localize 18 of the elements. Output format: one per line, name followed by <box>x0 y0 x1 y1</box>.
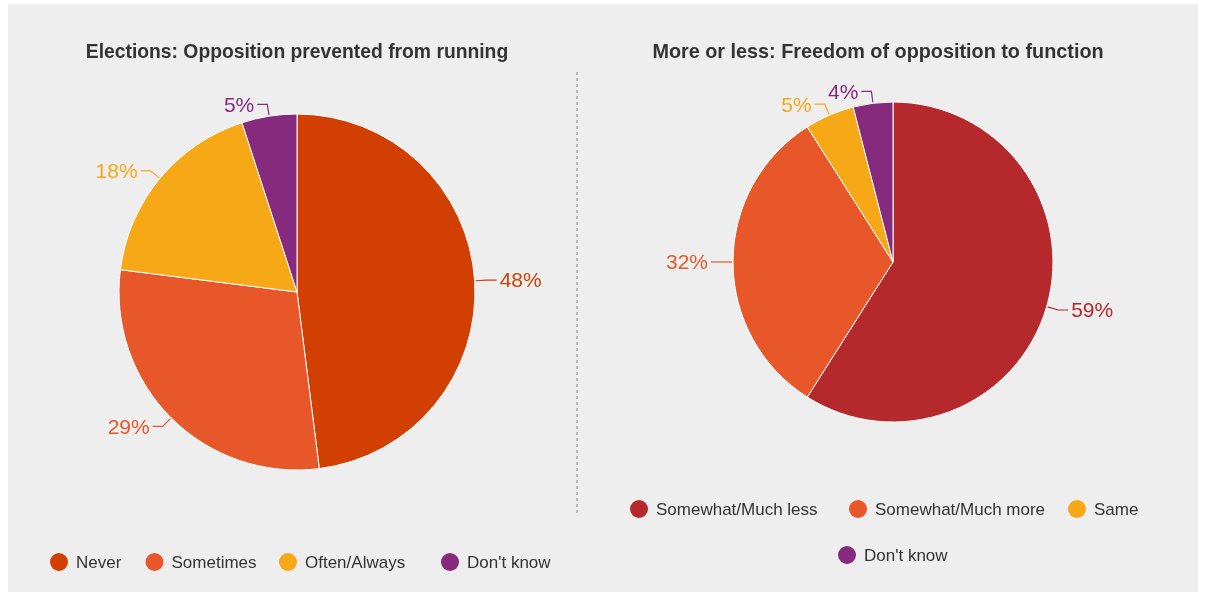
data-label: 18% <box>95 159 138 183</box>
legend-label: Somewhat/Much less <box>656 499 818 519</box>
data-label: 5% <box>223 92 255 116</box>
data-label: 32% <box>665 250 708 274</box>
legend-label: Somewhat/Much more <box>875 499 1046 519</box>
chart-title: More or less: Freedom of opposition to function <box>652 39 1131 62</box>
data-label: 59% <box>1071 298 1114 322</box>
data-label: 29% <box>107 414 150 438</box>
legend-label: Never <box>76 552 122 572</box>
legend-label: Don't know <box>864 545 949 565</box>
chart-title: Elections: Opposition prevented from running <box>85 39 546 62</box>
legend-label: Sometimes <box>171 552 257 572</box>
data-label: 4% <box>828 79 859 103</box>
data-label: 48% <box>499 268 542 292</box>
legend-label: Often/Always <box>305 552 406 572</box>
legend-label: Don't know <box>467 552 552 572</box>
legend-label: Same <box>1094 499 1139 519</box>
data-label: 5% <box>781 92 812 116</box>
